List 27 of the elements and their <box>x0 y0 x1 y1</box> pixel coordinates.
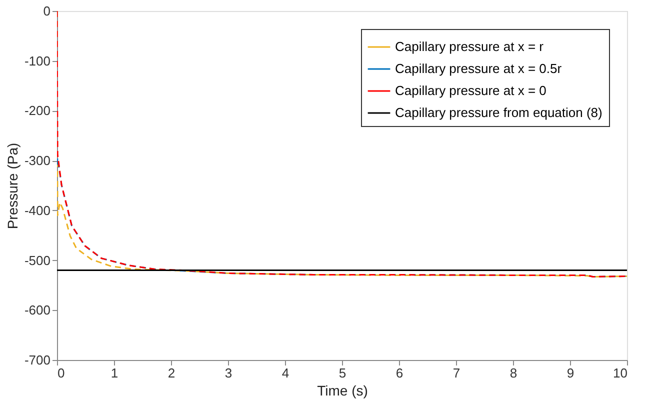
legend-label: Capillary pressure at x = 0 <box>395 83 546 98</box>
legend-label: Capillary pressure at x = 0.5r <box>395 61 562 76</box>
y-tick-label: -700 <box>24 352 50 368</box>
x-tick-label: 2 <box>168 366 176 380</box>
x-tick-label: 0 <box>58 366 65 380</box>
y-tick-label: -600 <box>24 302 50 318</box>
line-series <box>57 157 627 278</box>
x-tick-label: 1 <box>110 366 118 380</box>
y-tick-label: 0 <box>43 4 50 18</box>
y-tick-label: -300 <box>24 153 50 168</box>
line-series <box>57 11 627 278</box>
x-tick-label: 3 <box>224 366 232 380</box>
x-tick-label: 10 <box>613 366 628 380</box>
x-tick-label: 7 <box>452 366 460 380</box>
x-tick-label: 8 <box>510 366 518 380</box>
legend-label: Capillary pressure from equation (8) <box>395 105 602 120</box>
x-tick-label: 5 <box>338 366 346 380</box>
x-tick-label: 4 <box>282 366 290 380</box>
y-tick-label: -200 <box>24 103 50 118</box>
legend-label: Capillary pressure at x = r <box>395 39 544 54</box>
y-tick-label: -400 <box>24 202 50 218</box>
y-tick-label: -100 <box>24 53 50 68</box>
y-axis-title: Pressure (Pa) <box>4 142 20 230</box>
x-axis-title: Time (s) <box>317 382 368 398</box>
y-tick-label: -500 <box>24 252 50 268</box>
x-tick-label: 6 <box>396 366 404 380</box>
x-tick-label: 9 <box>566 366 574 380</box>
